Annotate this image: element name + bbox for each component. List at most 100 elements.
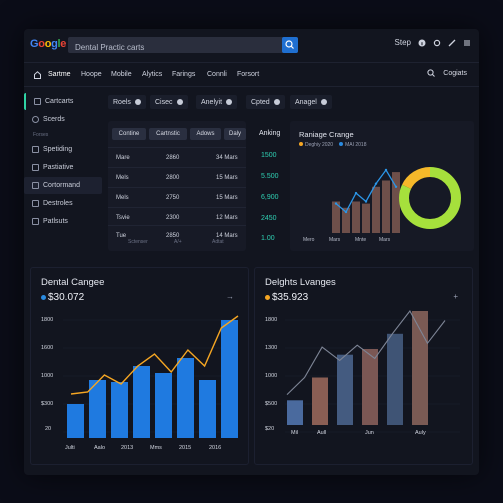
row-value: 2750 [166,195,180,201]
nav-item-mobile[interactable]: Mobile [111,71,132,78]
chip-adows[interactable]: Adows [190,128,221,140]
delights-bar [337,354,353,425]
table-row[interactable]: Mels 2800 15 Mars [108,167,246,187]
footer-label[interactable]: Adtat [212,239,224,245]
delights-bar [312,377,328,425]
row-value: 2850 [166,233,180,239]
nav-item-alytics[interactable]: Alytics [142,71,163,78]
filter-label: Roels [113,98,131,106]
delights-bar [287,400,303,425]
value-dot [41,295,46,300]
search-button[interactable] [282,37,298,53]
range-line-point [394,185,398,188]
delights-bar [387,333,403,425]
x-tick-label: Aull [317,430,327,436]
table-row[interactable]: Mare 2860 34 Mars [108,147,246,167]
y-tick-label: 1600 [41,345,54,351]
nav-item-sartme[interactable]: Sartme [48,71,71,78]
filter-anelyit[interactable]: Anelyit [196,95,238,109]
step-label[interactable]: Step [394,38,411,47]
y-tick-label: 1000 [265,373,278,379]
table-row[interactable]: Tsvie 2300 12 Mars [108,207,246,227]
delights-chart-title: Delghts Lvanges [265,277,336,288]
row-date: 14 Mars [216,233,238,239]
dental-bar [177,358,194,438]
footer-label[interactable]: A/+ [174,239,182,245]
edit-icon[interactable] [448,39,456,47]
row-value: 2300 [166,215,180,221]
top-bar: Google Step [24,29,479,63]
logo-letter: e [60,38,67,50]
nav-right-label[interactable]: Cogiats [443,69,467,77]
x-tick-label: 2016 [209,445,222,451]
plus-icon[interactable]: + [453,292,458,301]
ranking-title: Anking [259,130,281,137]
sidebar-item-pastiative[interactable]: Pastiative [24,159,102,176]
x-tick-label: Mil [291,430,299,436]
row-name: Mels [116,195,129,201]
filter-label: Anelyit [201,98,223,106]
top-right-controls: Step [395,38,471,47]
circle-icon [32,116,39,123]
chip-contine[interactable]: Contine [112,128,146,140]
filter-roels[interactable]: Roels [108,95,146,109]
filter-cisec[interactable]: Cisec [150,95,188,109]
y-tick-label: 1800 [265,317,278,323]
arrow-right-icon[interactable]: → [226,292,234,301]
info-icon[interactable] [418,39,426,47]
dental-bar [155,373,172,438]
search-icon [285,40,294,49]
chip-cartnstic[interactable]: Cartnstic [149,128,187,140]
sidebar-item-cartcarts[interactable]: Cartcarts [24,93,102,110]
sidebar-item-cortormand[interactable]: Cortormand [24,177,102,194]
sidebar-caption: Forses [33,132,49,138]
x-tick-label: Julti [65,445,75,451]
ranking-value: 1500 [261,152,277,159]
sidebar-item-label: Spetiding [43,146,73,153]
menu-icon[interactable] [463,39,471,47]
x-tick-label: Auly [415,430,426,436]
range-bar [382,180,390,233]
row-name: Tsvie [116,215,130,221]
row-value: 2860 [166,155,180,161]
table-row[interactable]: Mels 2750 15 Mars [108,187,246,207]
delights-bar [362,349,378,425]
filter-anagel[interactable]: Anagel [290,95,332,109]
file-icon [32,218,39,225]
chevron-down-icon [273,99,280,105]
x-tick-label: Mms [150,445,162,451]
table-row[interactable]: Tue 2850 14 Mars [108,225,246,245]
range-line-point [374,182,378,185]
data-table-card: Contine Cartnstic Adows Daly Mare 2860 34 … [108,121,246,251]
dental-bar [133,366,150,438]
x-tick-label: Mero [303,237,315,243]
range-bar [352,201,360,233]
sidebar-item-spetiding[interactable]: Spetiding [24,141,102,158]
google-logo[interactable]: Google [30,38,66,50]
chevron-down-icon [226,99,233,105]
sidebar-item-destroles[interactable]: Destroles [24,195,102,212]
search-bar[interactable] [68,37,298,56]
sidebar-item-patlsuts[interactable]: Patlsuts [24,213,102,230]
footer-label[interactable]: Sctenser [128,239,148,245]
nav-item-forsort[interactable]: Forsort [237,71,260,78]
sidebar-item-scerds[interactable]: Scerds [24,111,102,128]
cart-icon [34,98,41,105]
filter-cpted[interactable]: Cpted [246,95,285,109]
home-icon[interactable] [34,71,41,79]
row-name: Mels [116,175,129,181]
search-icon[interactable] [427,69,436,77]
nav-right: Cogiats [427,69,467,77]
sidebar-item-label: Cortormand [43,182,80,189]
nav-item-hoope[interactable]: Hoope [81,71,102,78]
search-input[interactable] [68,39,268,56]
dental-chart-value: $30.072 [41,292,84,303]
nav-item-connli[interactable]: Connli [207,71,227,78]
y-tick-label: $500 [265,401,278,407]
dental-chart-plot [63,315,239,438]
sidebar-item-label: Pastiative [43,164,74,171]
settings-icon[interactable] [433,39,441,47]
chip-daly[interactable]: Daly [224,128,246,140]
chevron-down-icon [134,99,141,105]
nav-item-farings[interactable]: Farings [172,71,196,78]
